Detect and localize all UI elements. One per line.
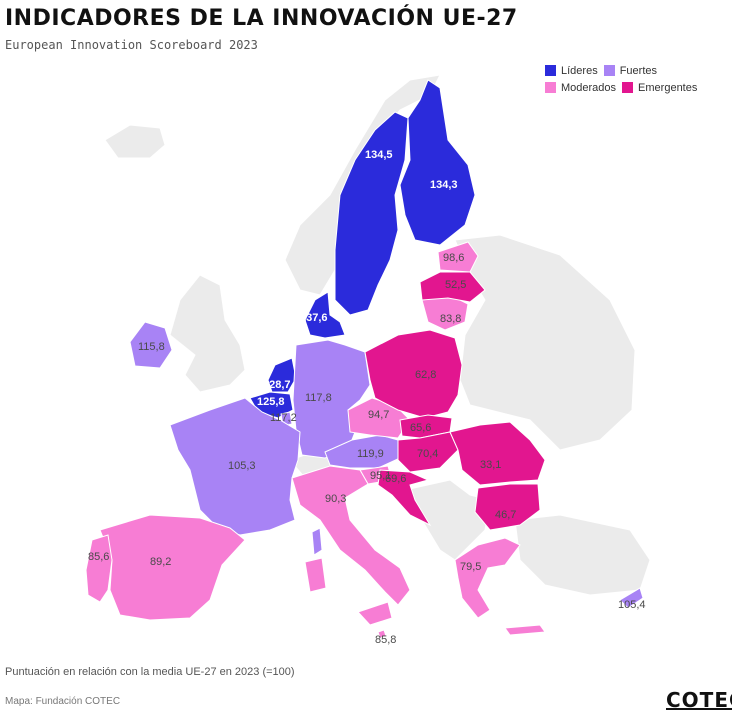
legend-label-emergentes: Emergentes xyxy=(638,81,698,94)
label-dk: 137,6 xyxy=(300,312,328,324)
label-se: 134,5 xyxy=(365,149,393,161)
label-lv: 52,5 xyxy=(445,279,466,291)
label-cz: 94,7 xyxy=(368,409,389,421)
legend: Líderes Fuertes Moderados Emergentes xyxy=(545,62,703,96)
label-sk: 65,6 xyxy=(410,422,431,434)
label-mt: 85,8 xyxy=(375,634,396,646)
uk-shape xyxy=(169,274,246,393)
label-hu: 70,4 xyxy=(417,448,438,460)
label-bg: 46,7 xyxy=(495,509,516,521)
country-fi[interactable] xyxy=(399,79,476,246)
source-credit: Mapa: Fundación COTEC xyxy=(5,696,121,707)
cotec-logo: COTEC xyxy=(666,688,732,712)
legend-item-moderados[interactable]: Moderados xyxy=(545,82,616,94)
crete-shape[interactable] xyxy=(504,624,546,636)
country-lv[interactable] xyxy=(419,271,486,303)
legend-swatch-lideres xyxy=(545,65,556,76)
non-eu-land xyxy=(104,74,651,596)
country-mt[interactable] xyxy=(377,629,387,639)
label-de: 117,8 xyxy=(305,392,332,404)
legend-row-1: Líderes Fuertes xyxy=(545,62,703,79)
page-subtitle: European Innovation Scoreboard 2023 xyxy=(5,38,258,52)
label-it: 90,3 xyxy=(325,493,346,505)
label-lt: 83,8 xyxy=(440,313,461,325)
label-pl: 62,8 xyxy=(415,369,436,381)
norway-shape xyxy=(284,74,441,296)
label-lu: 117,2 xyxy=(270,412,297,424)
sardinia-shape[interactable] xyxy=(304,557,327,593)
legend-item-lideres[interactable]: Líderes xyxy=(545,65,598,77)
legend-label-fuertes: Fuertes xyxy=(619,64,657,77)
label-fr: 105,3 xyxy=(228,460,256,472)
footnote: Puntuación en relación con la media UE-2… xyxy=(5,666,295,678)
country-hu[interactable] xyxy=(397,431,459,473)
country-fr[interactable] xyxy=(169,397,301,536)
label-fi: 134,3 xyxy=(430,179,458,191)
country-ee[interactable] xyxy=(437,241,479,273)
country-se[interactable] xyxy=(334,111,409,316)
label-ee: 98,6 xyxy=(443,252,464,264)
balkans-shape xyxy=(404,479,491,561)
label-cy: 105,4 xyxy=(618,599,646,611)
label-hr: 69,6 xyxy=(385,473,406,485)
country-pt[interactable] xyxy=(85,534,113,603)
legend-swatch-fuertes xyxy=(603,65,615,76)
country-es[interactable] xyxy=(99,514,246,621)
label-ie: 115,8 xyxy=(138,341,165,353)
country-hr[interactable] xyxy=(377,469,432,527)
turkey-shape xyxy=(514,514,651,596)
legend-swatch-moderados xyxy=(545,82,556,93)
label-si: 95,1 xyxy=(370,470,391,482)
legend-item-fuertes[interactable]: Fuertes xyxy=(603,64,657,77)
sicily-shape[interactable] xyxy=(357,601,393,626)
label-ro: 33,1 xyxy=(480,459,501,471)
country-ie[interactable] xyxy=(129,321,173,369)
country-cy[interactable] xyxy=(619,587,644,609)
legend-label-lideres: Líderes xyxy=(561,64,598,77)
value-labels: 134,5 134,3 137,6 128,7 125,8 117,2 115,… xyxy=(88,149,646,646)
page-title: INDICADORES DE LA INNOVACIÓN UE-27 xyxy=(5,6,518,31)
label-nl: 128,7 xyxy=(263,379,291,391)
country-it[interactable] xyxy=(291,465,411,606)
legend-swatch-emergentes xyxy=(622,82,634,93)
country-gr[interactable] xyxy=(454,537,521,619)
label-be: 125,8 xyxy=(257,396,285,408)
country-dk[interactable] xyxy=(304,291,346,339)
country-pl[interactable] xyxy=(364,329,463,419)
country-ro[interactable] xyxy=(449,421,546,486)
country-bg[interactable] xyxy=(474,483,541,531)
label-es: 89,2 xyxy=(150,556,171,568)
corsica-shape[interactable] xyxy=(311,527,323,556)
iceland-shape xyxy=(104,124,166,159)
legend-row-2: Moderados Emergentes xyxy=(545,79,703,96)
russia-belarus-ukraine-shape xyxy=(454,234,636,451)
label-at: 119,9 xyxy=(357,448,384,460)
label-pt: 85,6 xyxy=(88,551,109,563)
legend-item-emergentes[interactable]: Emergentes xyxy=(622,82,697,94)
label-gr: 79,5 xyxy=(460,561,481,573)
legend-label-moderados: Moderados xyxy=(561,81,617,94)
